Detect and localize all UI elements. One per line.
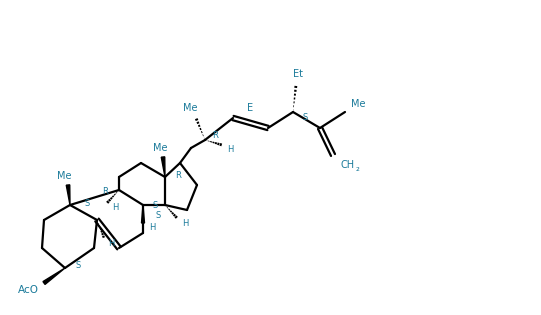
Polygon shape	[142, 205, 144, 223]
Polygon shape	[66, 185, 70, 205]
Text: ₂: ₂	[356, 163, 360, 173]
Text: Me: Me	[351, 99, 365, 109]
Text: H: H	[227, 146, 233, 154]
Text: H: H	[182, 219, 188, 227]
Text: E: E	[247, 103, 253, 113]
Text: Me: Me	[153, 143, 167, 153]
Text: Me: Me	[57, 171, 71, 181]
Text: S: S	[75, 261, 81, 270]
Text: S: S	[153, 201, 157, 209]
Text: AcO: AcO	[17, 285, 38, 295]
Polygon shape	[43, 268, 65, 284]
Text: Me: Me	[183, 103, 197, 113]
Text: H: H	[149, 224, 155, 232]
Text: S: S	[84, 198, 90, 208]
Text: S: S	[155, 210, 161, 220]
Text: H: H	[112, 203, 118, 213]
Text: Et: Et	[293, 69, 303, 79]
Text: S: S	[302, 113, 308, 123]
Text: CH: CH	[341, 160, 355, 170]
Text: R: R	[175, 170, 181, 180]
Text: H: H	[108, 239, 114, 249]
Text: R: R	[212, 130, 218, 140]
Text: R: R	[102, 187, 108, 197]
Polygon shape	[161, 157, 165, 177]
